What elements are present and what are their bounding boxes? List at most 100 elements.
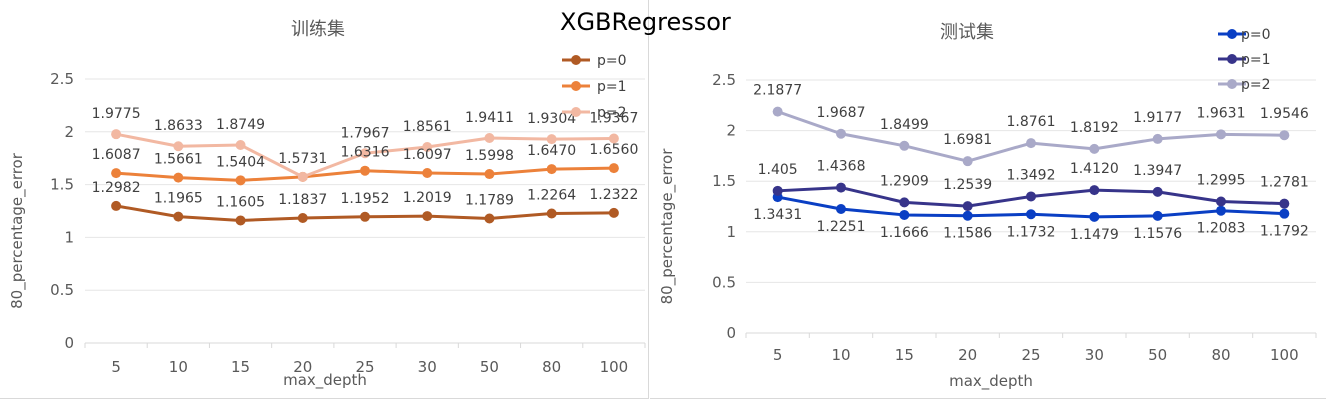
data-label: 1.9367: [589, 110, 638, 126]
x-tick-label: 100: [1270, 346, 1299, 364]
legend-label: p=0: [597, 53, 627, 69]
data-point: [297, 213, 308, 224]
data-point: [235, 140, 246, 151]
data-point: [422, 211, 433, 222]
data-label: 1.2264: [527, 187, 576, 203]
y-tick-label: 2.5: [712, 71, 736, 89]
y-tick-label: 2: [726, 122, 736, 140]
x-tick-label: 20: [293, 358, 312, 376]
data-label: 1.1837: [278, 192, 327, 208]
chart-title: 训练集: [291, 19, 345, 40]
data-point: [899, 140, 910, 151]
y-tick-label: 1: [726, 223, 736, 241]
x-tick-label: 30: [418, 358, 437, 376]
legend-label: p=0: [1241, 27, 1271, 43]
y-axis-label: 80_percentage_error: [658, 148, 677, 305]
data-label: 1.9411: [465, 110, 514, 126]
data-point: [608, 207, 619, 218]
legend-marker: [571, 81, 581, 91]
data-label: 1.2909: [880, 173, 929, 189]
data-label: 1.1965: [154, 191, 203, 207]
data-label: 1.1792: [1260, 224, 1309, 240]
data-point: [608, 133, 619, 144]
data-label: 1.5404: [216, 154, 265, 170]
data-point: [111, 129, 122, 140]
legend-label: p=2: [597, 105, 627, 121]
x-tick-label: 10: [831, 346, 850, 364]
data-point: [360, 165, 370, 176]
data-label: 1.1576: [1133, 226, 1182, 242]
data-point: [235, 215, 246, 226]
legend-marker: [571, 55, 581, 65]
data-point: [1279, 198, 1290, 209]
x-tick-label: 15: [231, 358, 250, 376]
data-point: [484, 133, 495, 144]
data-label: 1.1479: [1070, 227, 1119, 243]
legend-label: p=2: [1241, 77, 1271, 93]
data-label: 1.3492: [1007, 167, 1056, 183]
chart-panel-test: 测试集 0 0.5 1 1.5 2 2.5 5 10 15 20 25 30 50 80 100 max_dep…: [650, 0, 1326, 399]
x-tick-label: 80: [542, 358, 561, 376]
data-label: 1.3431: [753, 207, 802, 223]
data-point: [173, 141, 184, 152]
y-axis-label: 80_percentage_error: [8, 152, 27, 309]
data-label: 1.4120: [1070, 161, 1119, 177]
data-point: [1279, 208, 1290, 219]
chart-panel-train: 训练集 0 0.5 1 1.5 2 2.5 5 10 15 20 25 30 50 80 100 max_dep…: [0, 0, 649, 399]
data-label: 1.6981: [943, 132, 992, 148]
y-tick-label: 1: [64, 228, 74, 246]
data-point: [899, 209, 910, 220]
data-point: [360, 211, 370, 222]
data-point: [1152, 210, 1163, 221]
data-point: [173, 172, 184, 183]
data-label: 1.8633: [154, 118, 203, 134]
data-label: 1.1789: [465, 193, 514, 209]
y-tick-label: 0.5: [712, 273, 736, 291]
x-tick-label: 100: [600, 358, 629, 376]
data-point: [484, 213, 495, 224]
data-label: 1.1732: [1007, 224, 1056, 240]
data-point: [1089, 185, 1100, 196]
data-point: [111, 200, 122, 211]
x-tick-label: 25: [355, 358, 374, 376]
legend-marker: [1227, 79, 1237, 89]
data-label: 1.5998: [465, 148, 514, 164]
y-tick-label: 0.5: [50, 281, 74, 299]
data-label: 1.1952: [341, 191, 390, 207]
legend-marker: [571, 107, 581, 117]
data-label: 1.2982: [92, 180, 141, 196]
data-label: 1.1605: [216, 194, 265, 210]
data-point: [1216, 205, 1226, 216]
test-chart: 测试集 0 0.5 1 1.5 2 2.5 5 10 15 20 25 30 50 80 100 max_dep…: [658, 22, 1317, 391]
data-point: [297, 171, 308, 182]
data-label: 1.9546: [1260, 106, 1309, 122]
data-label: 1.1586: [943, 226, 992, 242]
data-label: 1.5661: [154, 152, 203, 168]
data-point: [836, 128, 846, 139]
data-label: 1.6470: [527, 143, 576, 159]
data-label: 1.3947: [1133, 163, 1182, 179]
data-label: 1.9304: [527, 111, 576, 127]
data-point: [360, 148, 370, 159]
x-tick-label: 80: [1211, 346, 1230, 364]
data-point: [422, 141, 433, 152]
data-label: 2.1877: [753, 83, 802, 99]
data-label: 1.6087: [92, 147, 141, 163]
data-point: [235, 175, 246, 186]
data-point: [608, 163, 619, 174]
data-point: [422, 168, 433, 179]
y-tick-label: 0: [64, 334, 74, 352]
data-point: [899, 197, 910, 208]
data-point: [173, 211, 184, 222]
data-point: [962, 201, 973, 212]
data-label: 1.8749: [216, 117, 265, 133]
main-title: XGBRegressor: [560, 8, 731, 36]
x-tick-label: 5: [773, 346, 783, 364]
data-point: [546, 164, 557, 175]
data-label: 1.2539: [943, 177, 992, 193]
data-point: [1279, 130, 1290, 141]
data-label: 1.5731: [278, 151, 327, 167]
data-label: 1.8499: [880, 117, 929, 133]
x-tick-label: 10: [169, 358, 188, 376]
data-label: 1.405: [758, 162, 798, 178]
